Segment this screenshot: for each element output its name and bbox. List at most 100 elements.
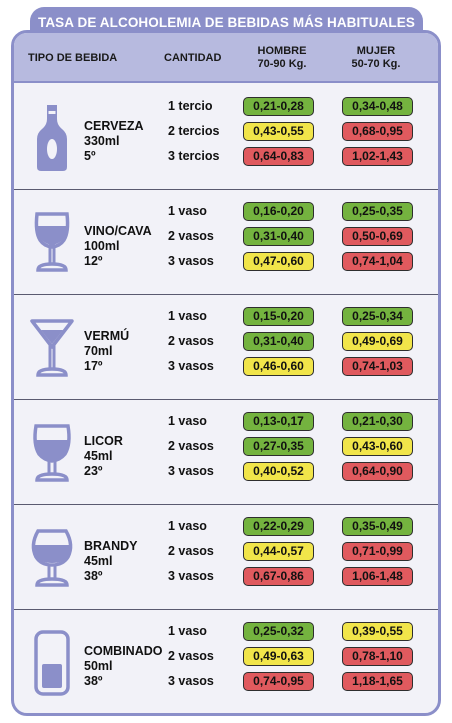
- quantity-label: 1 tercio: [168, 99, 213, 113]
- drink-name: BRANDY: [84, 539, 138, 553]
- drink-degrees: 17º: [84, 359, 103, 373]
- alcohol-table: TIPO DE BEBIDA CANTIDAD HOMBRE 70-90 Kg.…: [11, 30, 441, 716]
- quantity-label: 3 vasos: [168, 254, 214, 268]
- hombre-rate-badge: 0,43-0,55: [243, 122, 314, 141]
- beer-bottle-icon: [28, 103, 76, 173]
- mujer-rate-badge: 0,35-0,49: [342, 517, 413, 536]
- drink-section: COMBINADO 50ml 38º 1 vaso 0,25-0,32 0,39-0,55…: [14, 610, 438, 713]
- section-divider: [14, 294, 438, 295]
- drink-name: CERVEZA: [84, 119, 144, 133]
- mujer-rate-badge: 1,02-1,43: [342, 147, 413, 166]
- mujer-rate-badge: 0,78-1,10: [342, 647, 413, 666]
- mujer-rate-badge: 0,39-0,55: [342, 622, 413, 641]
- quantity-label: 1 vaso: [168, 624, 207, 638]
- mujer-rate-badge: 0,50-0,69: [342, 227, 413, 246]
- hombre-rate-badge: 0,22-0,29: [243, 517, 314, 536]
- mujer-rate-badge: 0,74-1,04: [342, 252, 413, 271]
- mujer-rate-badge: 0,21-0,30: [342, 412, 413, 431]
- drink-section: LICOR 45ml 23º 1 vaso 0,13-0,17 0,21-0,30 2 va…: [14, 400, 438, 505]
- header-hombre: HOMBRE 70-90 Kg.: [242, 45, 322, 71]
- hombre-rate-badge: 0,49-0,63: [243, 647, 314, 666]
- drink-volume: 50ml: [84, 659, 113, 673]
- drink-name: LICOR: [84, 434, 123, 448]
- mujer-rate-badge: 0,68-0,95: [342, 122, 413, 141]
- hombre-rate-badge: 0,13-0,17: [243, 412, 314, 431]
- quantity-label: 3 vasos: [168, 674, 214, 688]
- quantity-label: 2 vasos: [168, 229, 214, 243]
- mujer-rate-badge: 0,74-1,03: [342, 357, 413, 376]
- drink-volume: 45ml: [84, 449, 113, 463]
- drink-name: VERMÚ: [84, 329, 130, 343]
- mujer-rate-badge: 0,43-0,60: [342, 437, 413, 456]
- header-mujer: MUJER 50-70 Kg.: [336, 45, 416, 71]
- quantity-label: 2 vasos: [168, 649, 214, 663]
- quantity-label: 2 tercios: [168, 124, 220, 138]
- section-divider: [14, 504, 438, 505]
- quantity-label: 2 vasos: [168, 439, 214, 453]
- quantity-label: 2 vasos: [168, 544, 214, 558]
- hombre-rate-badge: 0,67-0,86: [243, 567, 314, 586]
- drink-degrees: 38º: [84, 674, 103, 688]
- mujer-rate-badge: 0,25-0,34: [342, 307, 413, 326]
- mujer-rate-badge: 0,25-0,35: [342, 202, 413, 221]
- drink-degrees: 5º: [84, 149, 96, 163]
- highball-glass-icon: [28, 628, 76, 698]
- hombre-rate-badge: 0,31-0,40: [243, 227, 314, 246]
- hombre-rate-badge: 0,27-0,35: [243, 437, 314, 456]
- hombre-rate-badge: 0,25-0,32: [243, 622, 314, 641]
- mujer-rate-badge: 0,34-0,48: [342, 97, 413, 116]
- section-divider: [14, 189, 438, 190]
- table-header: TIPO DE BEBIDA CANTIDAD HOMBRE 70-90 Kg.…: [14, 33, 438, 83]
- wine-glass-icon: [28, 208, 76, 278]
- mujer-rate-badge: 0,64-0,90: [342, 462, 413, 481]
- header-cantidad: CANTIDAD: [164, 52, 222, 64]
- hombre-rate-badge: 0,44-0,57: [243, 542, 314, 561]
- mujer-rate-badge: 1,18-1,65: [342, 672, 413, 691]
- quantity-label: 3 vasos: [168, 359, 214, 373]
- hombre-rate-badge: 0,64-0,83: [243, 147, 314, 166]
- drink-name: COMBINADO: [84, 644, 163, 658]
- hombre-rate-badge: 0,16-0,20: [243, 202, 314, 221]
- drink-degrees: 12º: [84, 254, 103, 268]
- quantity-label: 1 vaso: [168, 309, 207, 323]
- quantity-label: 1 vaso: [168, 414, 207, 428]
- hombre-rate-badge: 0,31-0,40: [243, 332, 314, 351]
- header-mujer-weight: 50-70 Kg.: [351, 58, 401, 70]
- drink-volume: 45ml: [84, 554, 113, 568]
- quantity-label: 3 vasos: [168, 464, 214, 478]
- hombre-rate-badge: 0,74-0,95: [243, 672, 314, 691]
- header-hombre-label: HOMBRE: [257, 45, 307, 57]
- quantity-label: 3 vasos: [168, 569, 214, 583]
- hombre-rate-badge: 0,47-0,60: [243, 252, 314, 271]
- drink-section: VERMÚ 70ml 17º 1 vaso 0,15-0,20 0,25-0,34 2 va…: [14, 295, 438, 400]
- mujer-rate-badge: 0,49-0,69: [342, 332, 413, 351]
- header-mujer-label: MUJER: [356, 45, 396, 57]
- martini-glass-icon: [28, 313, 76, 383]
- drink-degrees: 23º: [84, 464, 103, 478]
- drink-degrees: 38º: [84, 569, 103, 583]
- drink-volume: 330ml: [84, 134, 120, 148]
- quantity-label: 2 vasos: [168, 334, 214, 348]
- section-divider: [14, 609, 438, 610]
- mujer-rate-badge: 1,06-1,48: [342, 567, 413, 586]
- drink-section: BRANDY 45ml 38º 1 vaso 0,22-0,29 0,35-0,49 2 v…: [14, 505, 438, 610]
- drink-volume: 100ml: [84, 239, 120, 253]
- quantity-label: 3 tercios: [168, 149, 220, 163]
- header-tipo: TIPO DE BEBIDA: [28, 52, 118, 64]
- section-divider: [14, 399, 438, 400]
- mujer-rate-badge: 0,71-0,99: [342, 542, 413, 561]
- hombre-rate-badge: 0,21-0,28: [243, 97, 314, 116]
- quantity-label: 1 vaso: [168, 204, 207, 218]
- hombre-rate-badge: 0,15-0,20: [243, 307, 314, 326]
- quantity-label: 1 vaso: [168, 519, 207, 533]
- hombre-rate-badge: 0,46-0,60: [243, 357, 314, 376]
- hombre-rate-badge: 0,40-0,52: [243, 462, 314, 481]
- drink-name: VINO/CAVA: [84, 224, 152, 238]
- header-hombre-weight: 70-90 Kg.: [257, 58, 307, 70]
- drink-volume: 70ml: [84, 344, 113, 358]
- drink-section: CERVEZA 330ml 5º 1 tercio 0,21-0,28 0,34-0,48…: [14, 85, 438, 190]
- drink-section: VINO/CAVA 100ml 12º 1 vaso 0,16-0,20 0,25-0,3…: [14, 190, 438, 295]
- liqueur-glass-icon: [28, 418, 76, 488]
- brandy-glass-icon: [28, 523, 76, 593]
- page-title: TASA DE ALCOHOLEMIA DE BEBIDAS MÁS HABIT…: [37, 15, 415, 30]
